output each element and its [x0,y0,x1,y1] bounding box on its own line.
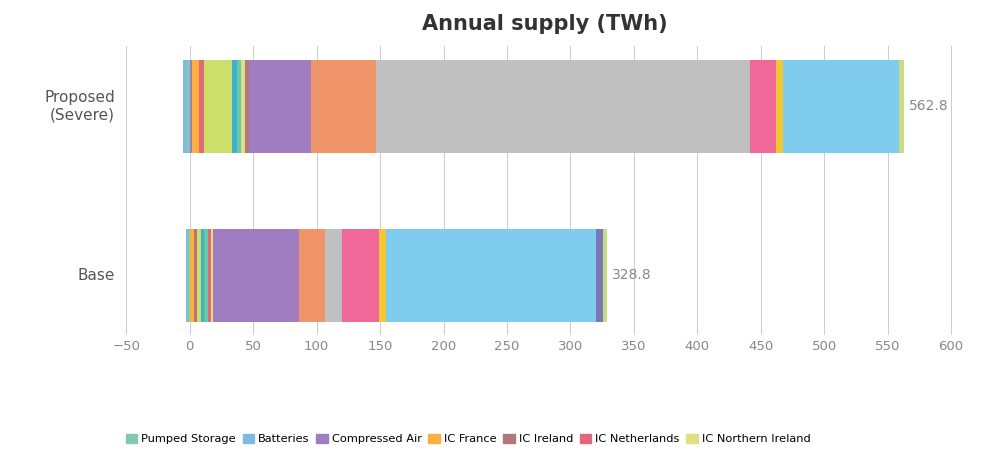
Bar [204,229,208,322]
Bar [187,229,190,322]
Bar [899,60,904,153]
Bar [211,229,213,322]
Bar [190,229,194,322]
Bar [204,60,232,153]
Text: 562.8: 562.8 [909,99,948,113]
Bar [776,60,783,153]
Bar [596,229,603,322]
Bar [299,229,325,322]
Bar [379,229,386,322]
Bar [201,229,204,322]
Bar [386,229,596,322]
Bar [249,60,311,153]
Bar [199,60,204,153]
Bar [376,60,750,153]
Bar [183,60,187,153]
Bar [245,60,249,153]
Bar [187,60,190,153]
Bar [192,60,199,153]
Bar [213,229,299,322]
Bar [190,60,192,153]
Bar [603,229,607,322]
Bar [197,229,201,322]
Bar [311,60,376,153]
Bar [342,229,379,322]
Text: 328.8: 328.8 [612,268,652,282]
Bar [232,60,237,153]
Bar [194,229,197,322]
Bar [325,229,342,322]
Title: Annual supply (TWh): Annual supply (TWh) [422,14,668,34]
Bar [186,229,187,322]
Bar [241,60,245,153]
Bar [750,60,776,153]
Bar [208,229,211,322]
Bar [237,60,241,153]
Bar [783,60,899,153]
